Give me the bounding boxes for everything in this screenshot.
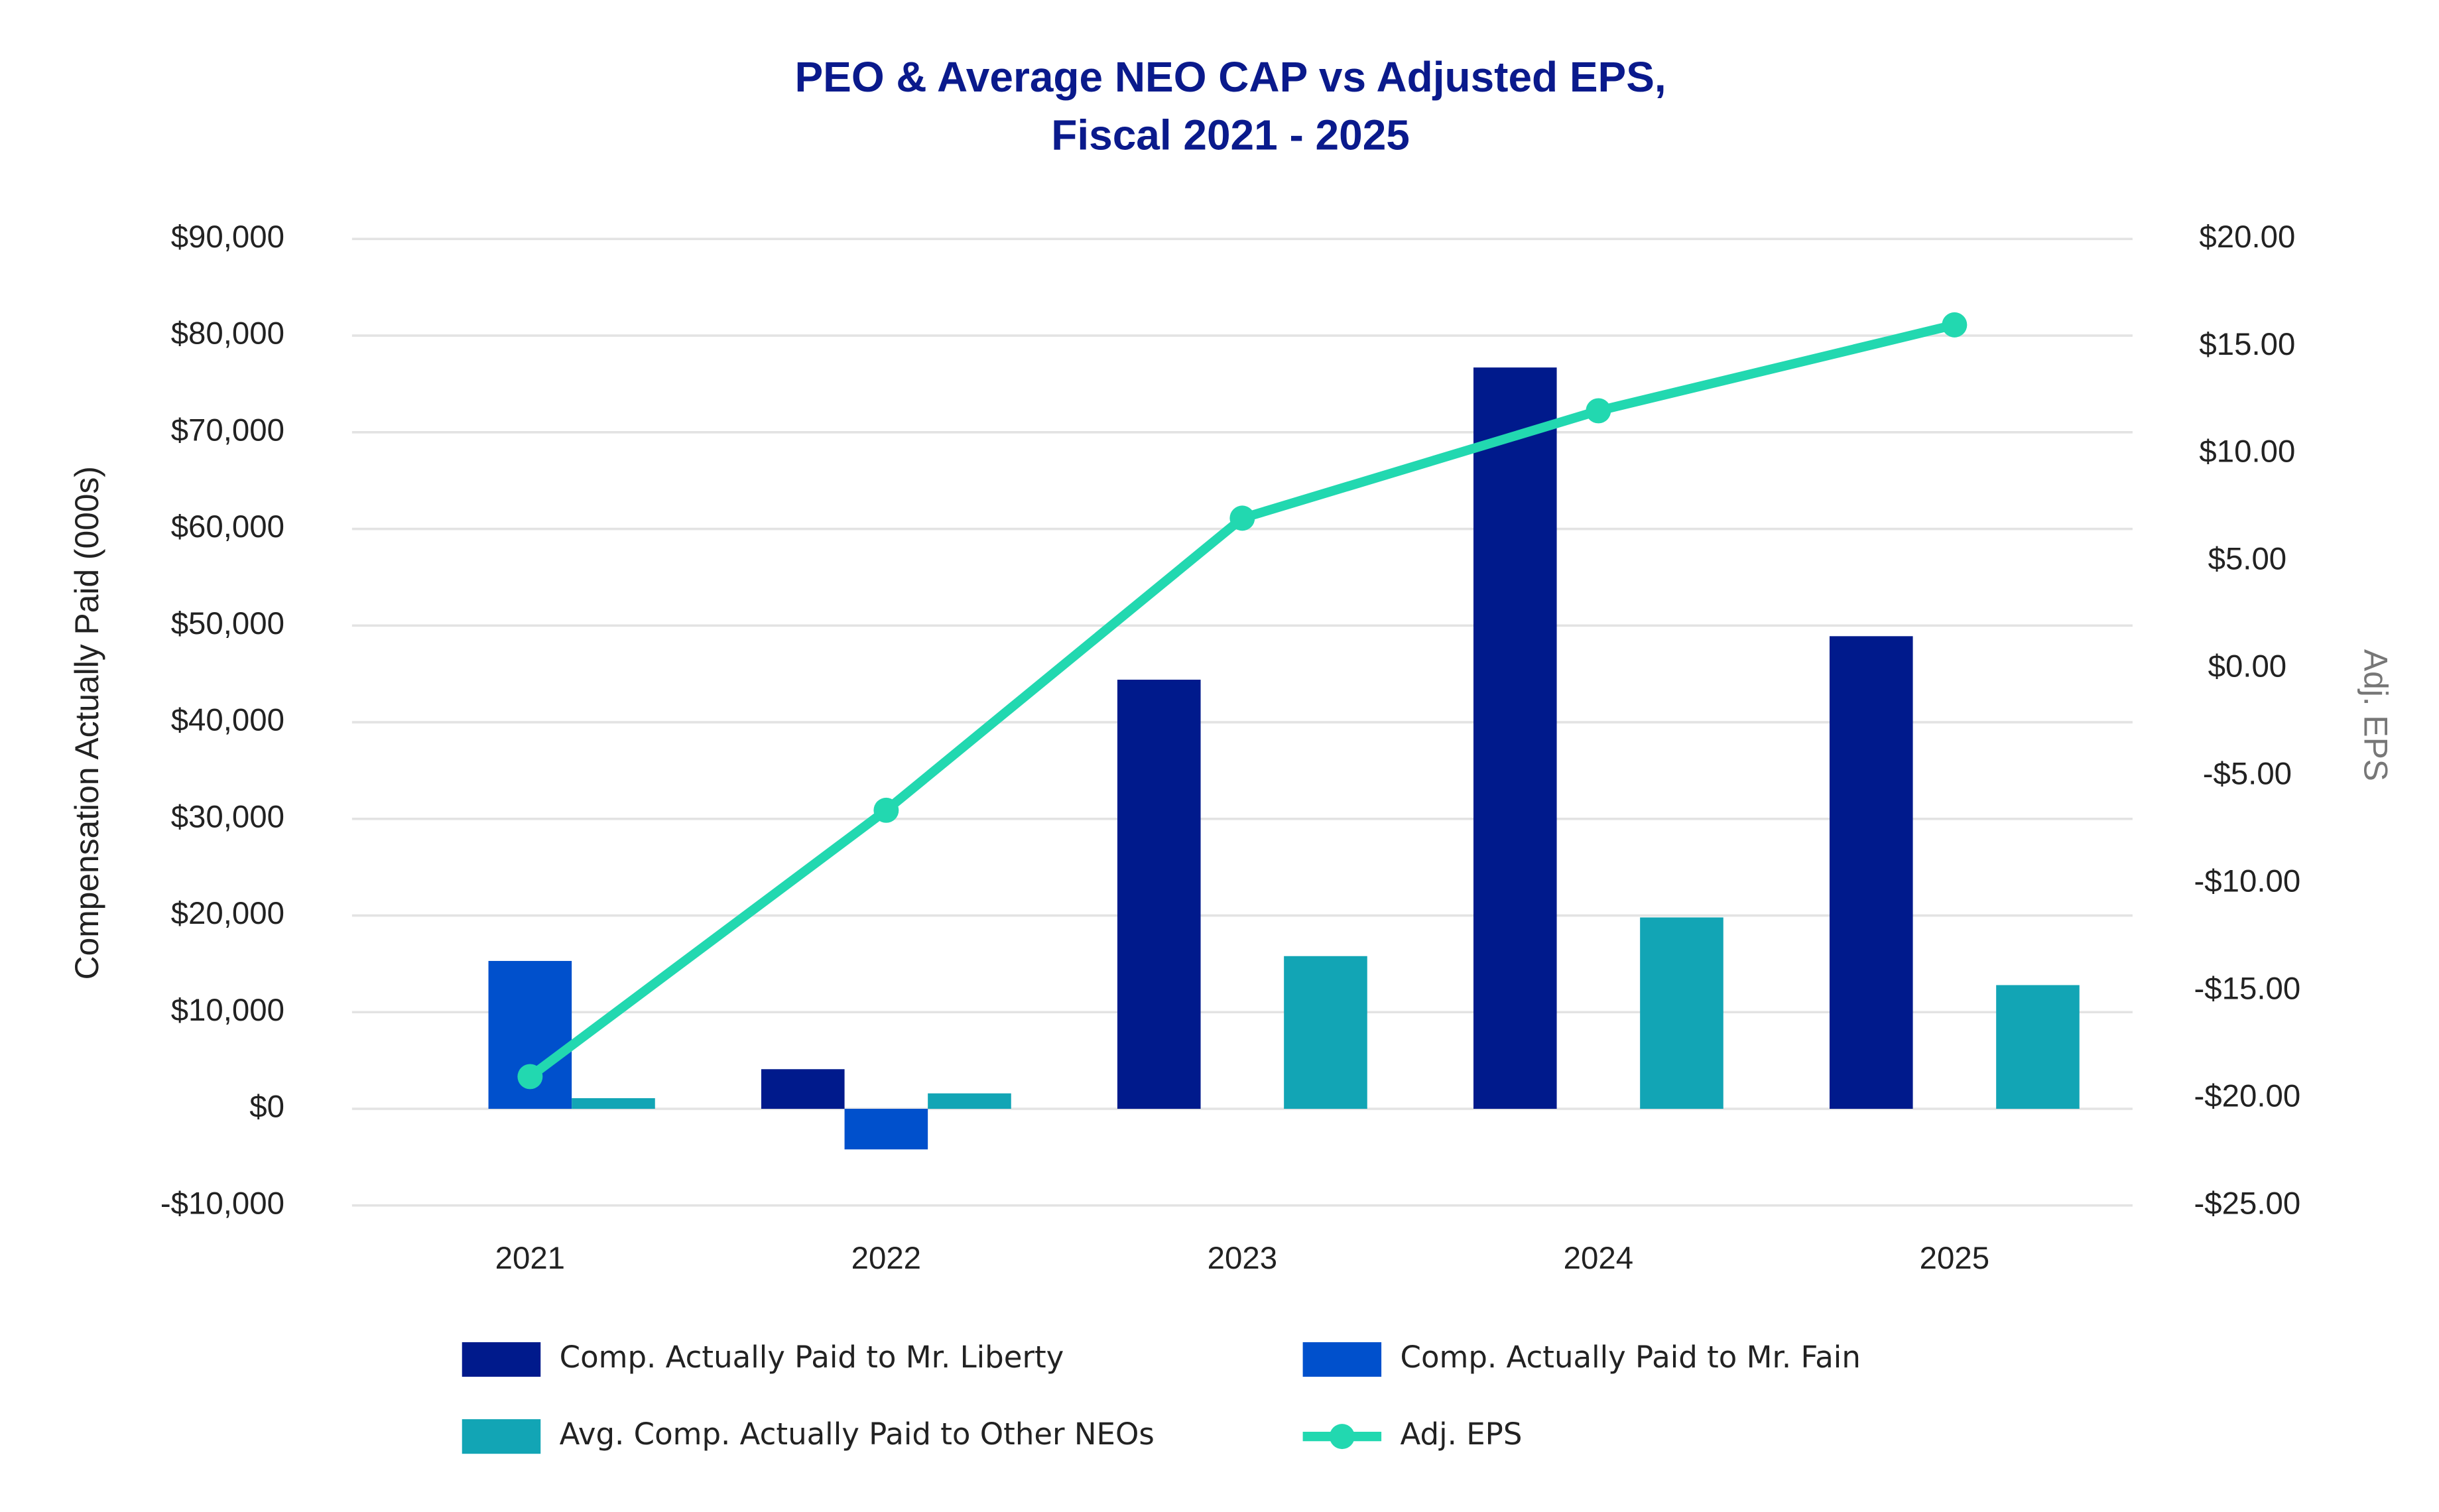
bar	[1996, 985, 2080, 1109]
legend-swatch	[1302, 1342, 1382, 1377]
chart-title: PEO & Average NEO CAP vs Adjusted EPS,	[795, 53, 1666, 101]
x-tick-label: 2022	[851, 1241, 921, 1276]
y-tick-label: $50,000	[171, 606, 284, 641]
line-point	[1229, 505, 1255, 531]
x-tick-label: 2023	[1208, 1241, 1277, 1276]
y2-tick-label: -$5.00	[2203, 757, 2292, 792]
y-tick-label: $20,000	[171, 896, 284, 931]
bar	[1829, 636, 1913, 1109]
y2-tick-label: $5.00	[2208, 542, 2287, 577]
line	[527, 320, 1956, 1081]
legend-swatch	[462, 1342, 541, 1377]
legend-label: Avg. Comp. Actually Paid to Other NEOs	[560, 1417, 1155, 1452]
y2-tick-label: -$10.00	[2194, 863, 2301, 899]
y2-tick-label: -$25.00	[2194, 1186, 2301, 1221]
y2-axis-label: Adj. EPS	[2357, 649, 2394, 781]
bar	[1640, 917, 1723, 1109]
line-point	[517, 1064, 543, 1090]
y-tick-label: $40,000	[171, 703, 284, 738]
y2-tick-label: -$20.00	[2194, 1078, 2301, 1113]
x-tick-label: 2024	[1564, 1241, 1633, 1276]
y-tick-label: $70,000	[171, 412, 284, 448]
x-tick-label: 2025	[1920, 1241, 1989, 1276]
bar	[928, 1093, 1011, 1109]
bar	[761, 1069, 845, 1109]
chart-title: Fiscal 2021 - 2025	[1051, 111, 1410, 159]
y2-tick-label: $20.00	[2199, 220, 2295, 255]
y-axis-label: Compensation Actually Paid (000s)	[68, 466, 105, 979]
y-tick-label: $0	[249, 1090, 284, 1125]
line-point	[1586, 398, 1611, 424]
y-tick-label: $90,000	[171, 220, 284, 255]
y2-tick-label: -$15.00	[2194, 971, 2301, 1006]
y-tick-label: -$10,000	[160, 1186, 284, 1221]
legend-swatch	[462, 1419, 541, 1454]
y-tick-label: $10,000	[171, 993, 284, 1028]
line-point	[1942, 312, 1968, 338]
bar	[1473, 367, 1557, 1109]
x-tick-label: 2021	[495, 1241, 565, 1276]
bar	[844, 1109, 928, 1150]
y-tick-label: $60,000	[171, 509, 284, 544]
y2-tick-label: $0.00	[2208, 649, 2287, 684]
y2-tick-label: $10.00	[2199, 434, 2295, 470]
legend-swatch	[1329, 1424, 1355, 1450]
bar	[1117, 679, 1201, 1109]
legend-label: Comp. Actually Paid to Mr. Fain	[1401, 1340, 1861, 1375]
legend-label: Comp. Actually Paid to Mr. Liberty	[560, 1340, 1064, 1375]
bar	[572, 1098, 655, 1109]
y-tick-label: $80,000	[171, 316, 284, 351]
legend-label: Adj. EPS	[1401, 1417, 1523, 1452]
line-point	[873, 797, 899, 823]
bar	[1284, 956, 1367, 1109]
y2-tick-label: $15.00	[2199, 327, 2295, 362]
y-tick-label: $30,000	[171, 799, 284, 834]
